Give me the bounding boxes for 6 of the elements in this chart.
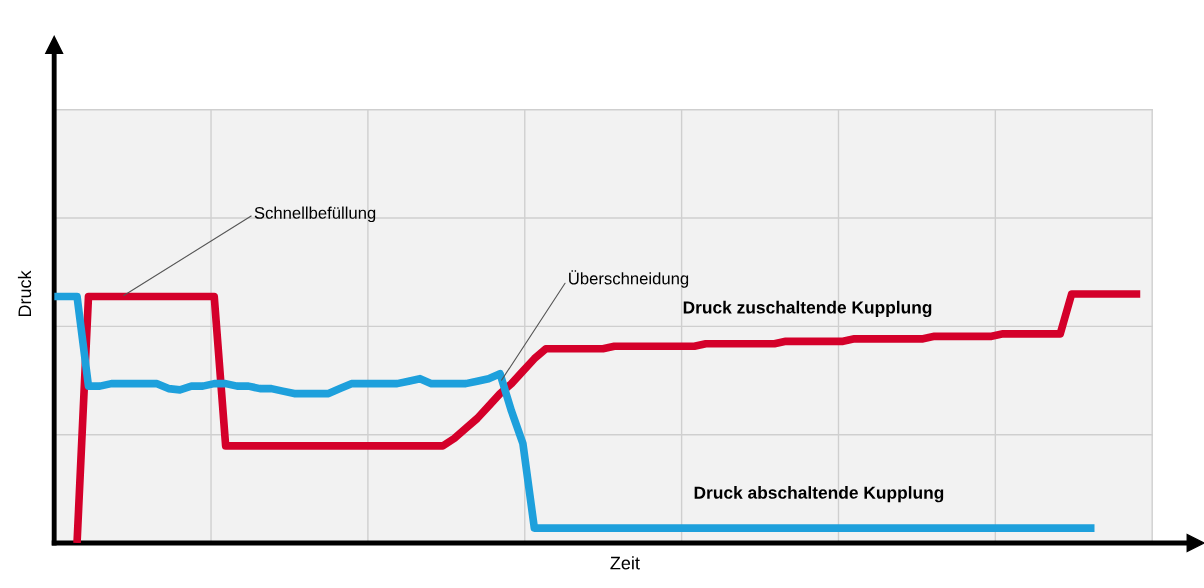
series-label: Druck abschaltende Kupplung bbox=[694, 486, 944, 503]
x-axis-title: Zeit bbox=[610, 556, 640, 570]
series-label: Druck zuschaltende Kupplung bbox=[683, 300, 932, 318]
y-axis-title: Druck bbox=[17, 270, 32, 317]
text: Überschneidung bbox=[569, 270, 689, 288]
text: Schnellbefüllung bbox=[254, 206, 376, 223]
